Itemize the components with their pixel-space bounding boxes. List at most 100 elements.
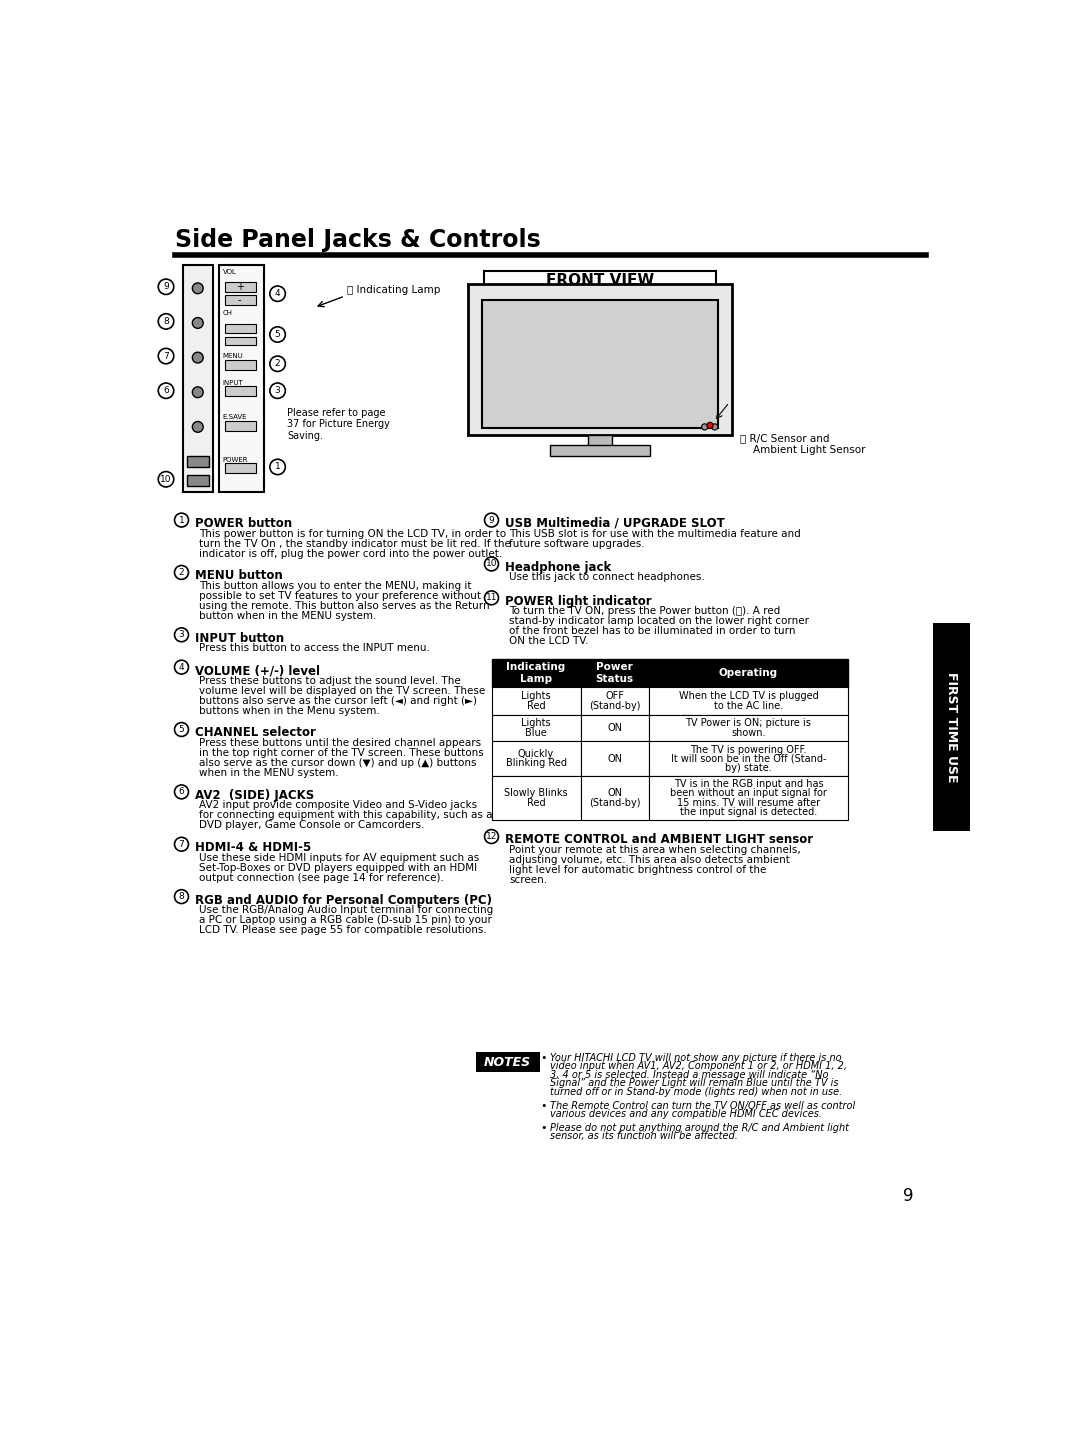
- Circle shape: [485, 590, 499, 605]
- Text: RGB and AUDIO for Personal Computers (PC): RGB and AUDIO for Personal Computers (PC…: [195, 893, 492, 907]
- Text: AV2 input provide composite Video and S-Video jacks: AV2 input provide composite Video and S-…: [200, 801, 477, 811]
- Circle shape: [175, 785, 189, 799]
- Circle shape: [175, 566, 189, 579]
- Text: 3: 3: [274, 386, 281, 395]
- Bar: [581, 776, 649, 819]
- Text: various devices and any compatible HDMI CEC devices.: various devices and any compatible HDMI …: [550, 1109, 822, 1119]
- Text: INPUT button: INPUT button: [195, 632, 284, 645]
- Text: 10: 10: [486, 560, 497, 569]
- Text: REMOTE CONTROL and AMBIENT LIGHT sensor: REMOTE CONTROL and AMBIENT LIGHT sensor: [505, 834, 813, 847]
- Circle shape: [270, 383, 285, 399]
- Text: future software upgrades.: future software upgrades.: [510, 539, 645, 549]
- Bar: [482, 300, 718, 429]
- Text: Your HITACHI LCD TV will not show any picture if there is no: Your HITACHI LCD TV will not show any pi…: [550, 1053, 841, 1063]
- Text: Blue: Blue: [525, 727, 546, 737]
- Text: Use this jack to connect headphones.: Use this jack to connect headphones.: [510, 573, 705, 582]
- Text: 7: 7: [163, 351, 168, 360]
- Circle shape: [175, 890, 189, 903]
- Circle shape: [707, 422, 713, 429]
- Text: Point your remote at this area when selecting channels,: Point your remote at this area when sele…: [510, 845, 801, 855]
- Text: 3, 4 or 5 is selected. Instead a message will indicate “No: 3, 4 or 5 is selected. Instead a message…: [550, 1070, 828, 1080]
- Text: •: •: [540, 1053, 546, 1063]
- Bar: [649, 742, 848, 776]
- Text: 15 mins. TV will resume after: 15 mins. TV will resume after: [677, 798, 820, 808]
- Text: 11: 11: [486, 593, 497, 602]
- Text: NOTES: NOTES: [484, 1056, 531, 1068]
- Bar: [187, 456, 208, 467]
- Text: Indicating
Lamp: Indicating Lamp: [507, 662, 566, 684]
- Bar: [225, 420, 256, 431]
- Text: by) state.: by) state.: [725, 763, 772, 773]
- Bar: [581, 742, 649, 776]
- Bar: [649, 714, 848, 742]
- Bar: [476, 1053, 540, 1073]
- Text: to the AC line.: to the AC line.: [714, 701, 783, 710]
- Text: •: •: [540, 1123, 546, 1133]
- Bar: [581, 714, 649, 742]
- Text: 1: 1: [274, 462, 281, 471]
- Circle shape: [175, 513, 189, 527]
- Text: TV Power is ON; picture is: TV Power is ON; picture is: [686, 719, 811, 729]
- Text: DVD player, Game Console or Camcorders.: DVD player, Game Console or Camcorders.: [200, 821, 424, 831]
- Text: The Remote Control can turn the TV ON/OFF as well as control: The Remote Control can turn the TV ON/OF…: [550, 1100, 855, 1110]
- Text: 4: 4: [178, 662, 185, 671]
- Circle shape: [159, 348, 174, 364]
- Text: video input when AV1, AV2, Component 1 or 2, or HDMI 1, 2,: video input when AV1, AV2, Component 1 o…: [550, 1061, 847, 1071]
- Text: 9: 9: [488, 516, 495, 524]
- Bar: [225, 295, 256, 305]
- Text: 2: 2: [274, 359, 281, 369]
- Bar: [484, 271, 716, 291]
- Bar: [491, 742, 581, 776]
- Text: E.SAVE: E.SAVE: [222, 415, 247, 420]
- Text: POWER: POWER: [222, 456, 248, 462]
- Text: Ⓥ R/C Sensor and
    Ambient Light Sensor: Ⓥ R/C Sensor and Ambient Light Sensor: [740, 433, 865, 455]
- Text: Red: Red: [527, 701, 545, 710]
- Circle shape: [270, 356, 285, 372]
- Text: USB Multimedia / UPGRADE SLOT: USB Multimedia / UPGRADE SLOT: [505, 517, 725, 530]
- Text: CHANNEL selector: CHANNEL selector: [195, 726, 316, 739]
- Text: This button allows you to enter the MENU, making it: This button allows you to enter the MENU…: [200, 580, 472, 590]
- Text: shown.: shown.: [731, 727, 766, 737]
- Bar: [225, 324, 256, 333]
- Bar: [225, 386, 256, 396]
- Text: (Stand-by): (Stand-by): [589, 798, 640, 808]
- Text: been without an input signal for: been without an input signal for: [670, 789, 827, 798]
- Bar: [550, 445, 650, 456]
- Text: stand-by indicator lamp located on the lower right corner: stand-by indicator lamp located on the l…: [510, 616, 809, 626]
- Text: Please refer to page
37 for Picture Energy
Saving.: Please refer to page 37 for Picture Ener…: [287, 408, 390, 441]
- Text: 4: 4: [274, 289, 281, 298]
- Text: CH: CH: [222, 310, 232, 317]
- Text: 6: 6: [178, 788, 185, 796]
- Text: This power button is for turning ON the LCD TV, in order to: This power button is for turning ON the …: [200, 528, 507, 539]
- Bar: [469, 285, 732, 435]
- Text: sensor, as its function will be affected.: sensor, as its function will be affected…: [550, 1132, 738, 1142]
- Text: Lights: Lights: [522, 719, 551, 729]
- Text: adjusting volume, etc. This area also detects ambient: adjusting volume, etc. This area also de…: [510, 855, 791, 865]
- Text: This USB slot is for use with the multimedia feature and: This USB slot is for use with the multim…: [510, 528, 801, 539]
- Text: 12: 12: [486, 832, 497, 841]
- Text: also serve as the cursor down (▼) and up (▲) buttons: also serve as the cursor down (▼) and up…: [200, 757, 477, 768]
- Text: When the LCD TV is plugged: When the LCD TV is plugged: [678, 691, 819, 701]
- Text: Signal” and the Power Light will remain Blue until the TV is: Signal” and the Power Light will remain …: [550, 1079, 838, 1089]
- Circle shape: [702, 423, 707, 431]
- Text: ON: ON: [607, 723, 622, 733]
- Text: -: -: [238, 295, 241, 305]
- Text: 1: 1: [178, 516, 185, 524]
- Text: To turn the TV ON, press the Power button (Ⓢ). A red: To turn the TV ON, press the Power butto…: [510, 606, 781, 616]
- Bar: [183, 265, 213, 492]
- Circle shape: [175, 723, 189, 736]
- Text: turn the TV On , the standby indicator must be lit red. If the: turn the TV On , the standby indicator m…: [200, 539, 511, 549]
- Text: ⒫ Indicating Lamp: ⒫ Indicating Lamp: [347, 285, 440, 295]
- Text: for connecting equipment with this capability, such as a: for connecting equipment with this capab…: [200, 811, 492, 821]
- Text: Blinking Red: Blinking Red: [505, 759, 567, 769]
- Text: Set-Top-Boxes or DVD players equipped with an HDMI: Set-Top-Boxes or DVD players equipped wi…: [200, 863, 477, 873]
- Circle shape: [159, 314, 174, 330]
- Bar: [225, 282, 256, 292]
- Text: Slowly Blinks: Slowly Blinks: [504, 789, 568, 798]
- Circle shape: [270, 327, 285, 343]
- Text: It will soon be in the Off (Stand-: It will soon be in the Off (Stand-: [671, 753, 826, 763]
- Bar: [933, 624, 971, 831]
- Text: buttons also serve as the cursor left (◄) and right (►): buttons also serve as the cursor left (◄…: [200, 696, 477, 706]
- Text: 7: 7: [178, 840, 185, 848]
- Text: using the remote. This button also serves as the Return: using the remote. This button also serve…: [200, 600, 490, 611]
